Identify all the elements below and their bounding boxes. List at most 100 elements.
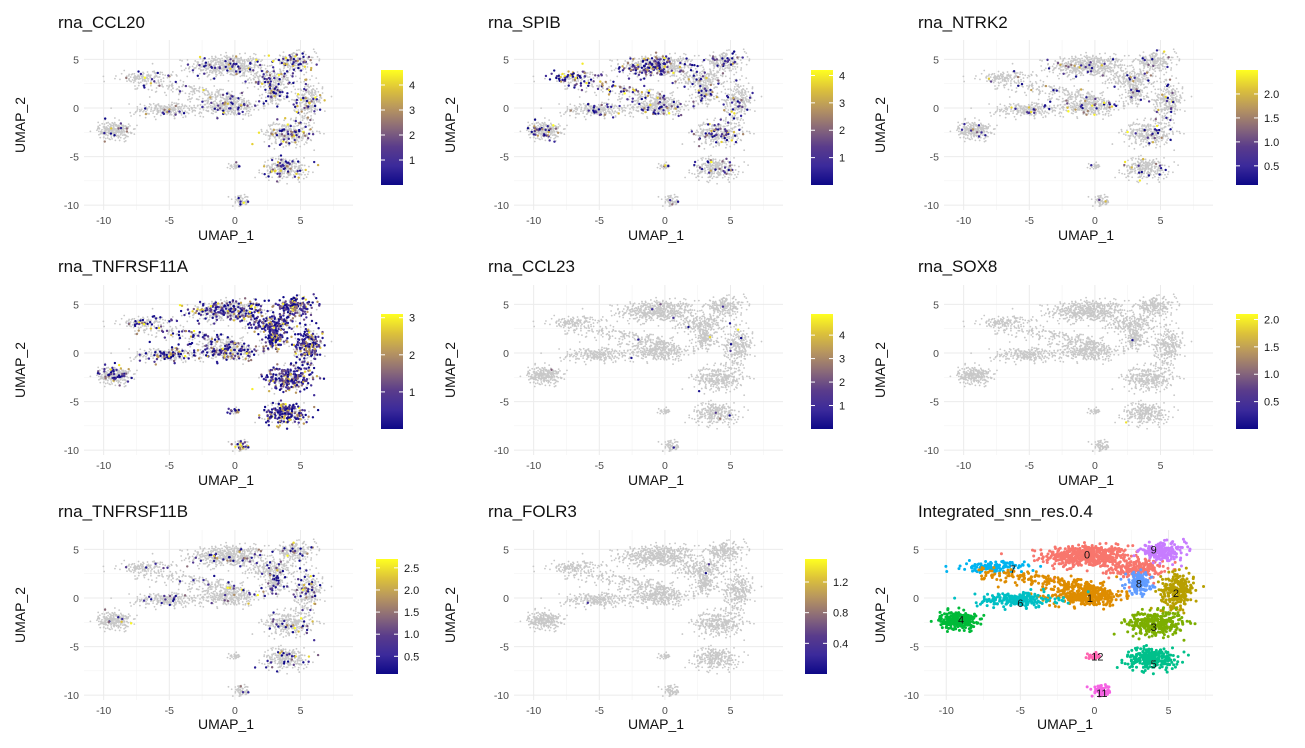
cell-point: [312, 84, 315, 87]
cell-point: [181, 104, 184, 107]
cell-point: [264, 84, 267, 87]
cell-point: [212, 69, 215, 72]
cell-point: [683, 66, 686, 69]
cell-point: [727, 109, 730, 111]
expressing-cell-point: [287, 137, 290, 141]
y-tick-label: -5: [500, 152, 509, 164]
cell-point: [751, 86, 754, 88]
cell-point: [268, 172, 271, 175]
cell-point: [742, 96, 745, 99]
cell-point: [277, 98, 280, 101]
cell-point: [114, 131, 116, 134]
cell-point: [214, 96, 217, 99]
cell-point: [682, 58, 685, 60]
cell-point: [316, 109, 319, 111]
cell-point: [105, 133, 108, 136]
cell-point: [250, 114, 253, 117]
cell-point: [679, 55, 682, 58]
cell-point: [229, 103, 232, 106]
cell-point: [733, 93, 736, 95]
cell-point: [259, 85, 262, 88]
cell-point: [303, 143, 306, 146]
expressing-cell-point: [282, 138, 286, 141]
cell-point: [234, 106, 236, 109]
cell-point: [118, 119, 121, 122]
cell-point: [170, 103, 173, 106]
cell-point: [181, 59, 183, 62]
cell-point: [231, 70, 234, 73]
cell-point: [114, 77, 116, 80]
cell-point: [159, 71, 162, 74]
cell-point: [732, 90, 735, 93]
cell-point: [310, 111, 313, 113]
cell-point: [242, 99, 245, 102]
cell-point: [223, 64, 226, 67]
cell-point: [314, 108, 317, 111]
cell-point: [216, 68, 219, 71]
cell-point: [132, 81, 135, 84]
cell-point: [678, 77, 681, 79]
cell-point: [277, 92, 279, 95]
cell-point: [733, 85, 736, 88]
expressing-cell-point: [299, 98, 303, 102]
cell-point: [311, 130, 314, 133]
y-tick-label: 0: [73, 103, 79, 115]
cell-point: [303, 50, 306, 53]
cell-point: [695, 73, 698, 76]
cell-point: [293, 109, 296, 112]
cell-point: [282, 55, 284, 58]
cell-point: [239, 198, 242, 201]
cell-point: [671, 74, 674, 77]
cell-point: [290, 141, 293, 143]
expressing-cell-point: [237, 97, 240, 100]
cell-point: [265, 131, 267, 134]
cell-point: [271, 99, 274, 102]
expressing-cell-point: [295, 172, 298, 176]
cell-point: [251, 105, 253, 108]
cell-point: [148, 113, 150, 115]
cell-point: [217, 63, 220, 66]
cell-point: [323, 132, 325, 135]
cell-point: [256, 71, 259, 73]
cell-point: [205, 89, 207, 92]
expressing-cell-point: [280, 72, 283, 76]
expressing-cell-point: [291, 131, 294, 134]
cell-point: [187, 112, 190, 115]
cell-point: [216, 88, 219, 91]
expressing-cell-point: [295, 133, 298, 137]
cell-point: [249, 55, 252, 58]
expressing-cell-point: [163, 108, 166, 112]
cell-point: [225, 54, 228, 57]
cell-point: [681, 105, 683, 108]
cell-point: [199, 115, 202, 118]
cell-point: [291, 137, 293, 140]
cell-point: [253, 66, 256, 69]
cell-point: [311, 75, 313, 77]
expressing-cell-point: [225, 92, 229, 95]
cell-point: [210, 59, 213, 62]
expressing-cell-point: [292, 81, 295, 85]
expressing-cell-point: [103, 140, 106, 143]
cell-point: [98, 127, 100, 129]
cell-point: [303, 156, 305, 159]
cell-point: [282, 158, 285, 161]
expressing-cell-point: [263, 172, 266, 176]
cell-point: [142, 72, 145, 75]
cell-point: [294, 170, 297, 173]
cell-point: [190, 90, 192, 93]
expressing-cell-point: [278, 175, 281, 178]
expressing-cell-point: [237, 112, 240, 115]
cell-point: [260, 128, 263, 131]
cell-point: [108, 138, 111, 140]
cell-point: [230, 73, 233, 76]
cell-point: [735, 112, 738, 115]
cell-point: [649, 99, 652, 102]
cell-point: [192, 90, 194, 93]
cell-point: [677, 109, 680, 112]
cell-point: [718, 100, 721, 103]
cell-point: [625, 65, 628, 67]
expressing-cell-point: [270, 170, 273, 173]
cell-point: [745, 95, 748, 98]
expressing-cell-point: [174, 80, 177, 84]
cell-point: [234, 112, 237, 115]
